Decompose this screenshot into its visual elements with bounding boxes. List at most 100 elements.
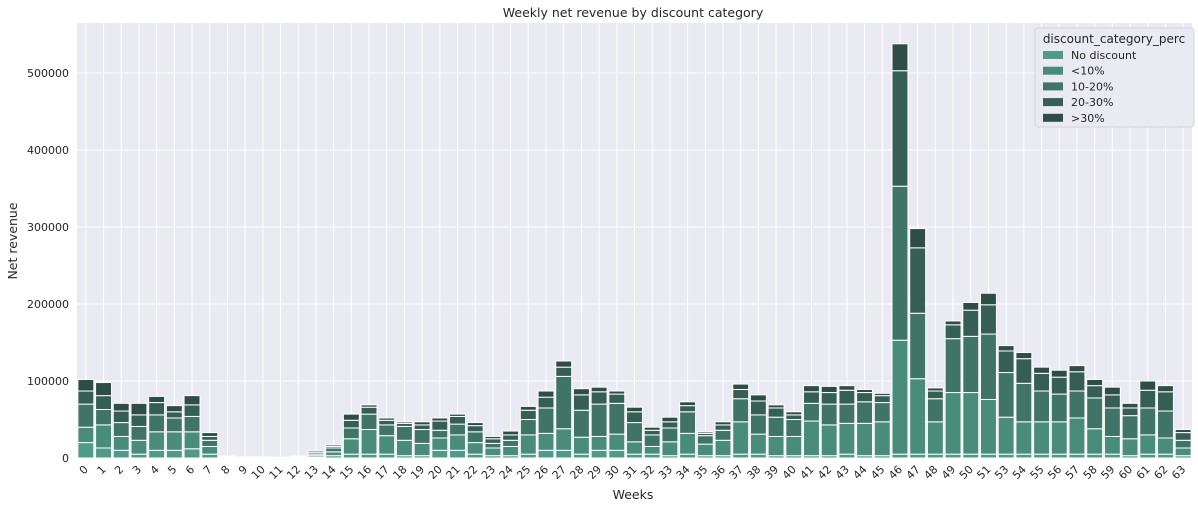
- bar-segment: [909, 228, 927, 249]
- bar-segment: [502, 430, 520, 436]
- bar-segment: [519, 434, 537, 455]
- bar-segment: [909, 453, 927, 459]
- bar-segment: [502, 439, 520, 447]
- x-tick-label: 21: [444, 463, 463, 482]
- bar-segment: [926, 387, 944, 392]
- x-tick-label: 40: [780, 463, 799, 482]
- bar-segment: [183, 395, 201, 406]
- bar-segment: [201, 445, 219, 455]
- bar-segment: [537, 396, 555, 409]
- bar-segment: [1174, 447, 1192, 457]
- bar-segment: [856, 401, 874, 424]
- bar-segment: [926, 453, 944, 459]
- bar-segment: [148, 395, 166, 404]
- x-tick-label: 6: [183, 463, 197, 477]
- bar-segment: [856, 422, 874, 457]
- x-tick-label: 9: [236, 463, 250, 477]
- bar-segment: [130, 402, 148, 416]
- bar-segment: [749, 394, 767, 402]
- bar-segment: [395, 421, 413, 424]
- bar-segment: [873, 392, 891, 397]
- bar-segment: [148, 414, 166, 433]
- bar-segment: [342, 413, 360, 421]
- bar-segment: [944, 453, 962, 459]
- x-tick-label: 62: [1151, 463, 1170, 482]
- x-tick-label: 42: [815, 463, 834, 482]
- y-tick-label: 500000: [27, 67, 69, 80]
- legend-swatch: [1043, 66, 1063, 75]
- x-tick-label: 45: [868, 463, 887, 482]
- legend-label: >30%: [1071, 112, 1105, 125]
- bar-segment: [325, 447, 343, 453]
- bar-segment: [449, 423, 466, 436]
- bar-segment: [608, 449, 626, 459]
- bar-segment: [679, 411, 697, 434]
- bar-segment: [112, 402, 130, 412]
- x-tick-label: 33: [656, 463, 675, 482]
- bar-segment: [413, 421, 431, 426]
- bar-segment: [1086, 428, 1104, 455]
- bar-segment: [572, 394, 590, 411]
- bar-segment: [749, 453, 767, 459]
- x-tick-label: 19: [408, 463, 427, 482]
- bar-segment: [537, 407, 555, 434]
- bar-segment: [785, 435, 803, 457]
- x-tick-label: 29: [585, 463, 604, 482]
- bar-segment: [1050, 421, 1068, 455]
- legend-swatch: [1043, 113, 1063, 122]
- x-tick-label: 46: [886, 463, 905, 482]
- bar-segment: [590, 449, 608, 459]
- bar-segment: [112, 435, 130, 451]
- x-tick-label: 41: [798, 463, 817, 482]
- bar-segment: [378, 419, 396, 426]
- bar-segment: [803, 420, 820, 457]
- x-tick-label: 31: [621, 463, 640, 482]
- bar-segment: [431, 437, 449, 451]
- bar-segment: [360, 404, 378, 408]
- bar-segment: [1033, 453, 1051, 459]
- legend-swatch: [1043, 82, 1063, 91]
- bar-segment: [502, 445, 520, 457]
- bar-segment: [1033, 421, 1051, 455]
- legend-label: No discount: [1071, 49, 1137, 62]
- bar-segment: [77, 390, 95, 405]
- bar-segment: [820, 385, 838, 394]
- bar-segment: [785, 419, 803, 437]
- bar-segment: [909, 247, 927, 314]
- bar-segment: [643, 445, 661, 455]
- bar-segment: [342, 427, 360, 440]
- bar-segment: [962, 309, 980, 337]
- bar-segment: [95, 424, 113, 449]
- bar-segment: [130, 425, 148, 441]
- bar-segment: [838, 422, 856, 455]
- x-tick-label: 56: [1045, 463, 1064, 482]
- bar-segment: [909, 378, 927, 455]
- y-tick-label: 200000: [27, 298, 69, 311]
- bar-segment: [590, 435, 608, 451]
- bar-segment: [466, 453, 484, 459]
- bar-segment: [342, 438, 360, 455]
- legend-swatch: [1043, 98, 1063, 107]
- bar-segment: [1139, 380, 1157, 391]
- bar-segment: [997, 345, 1015, 352]
- bar-segment: [696, 431, 714, 434]
- bar-segment: [342, 453, 360, 459]
- bar-segment: [484, 438, 502, 444]
- bar-segment: [1139, 389, 1157, 409]
- bar-segment: [342, 419, 360, 429]
- bar-segment: [183, 404, 201, 417]
- y-tick-label: 400000: [27, 144, 69, 157]
- bar-segment: [767, 416, 785, 437]
- bar-segment: [1050, 393, 1068, 423]
- x-tick-label: 15: [337, 463, 356, 482]
- bar-segment: [1033, 390, 1051, 423]
- x-tick-label: 36: [709, 463, 728, 482]
- bar-segment: [661, 427, 679, 443]
- bar-segment: [1015, 421, 1033, 455]
- bar-segment: [1156, 453, 1174, 459]
- x-tick-label: 60: [1116, 463, 1135, 482]
- bar-segment: [1156, 391, 1174, 412]
- x-tick-label: 20: [426, 463, 445, 482]
- bar-segment: [856, 392, 874, 403]
- bar-segment: [608, 390, 626, 395]
